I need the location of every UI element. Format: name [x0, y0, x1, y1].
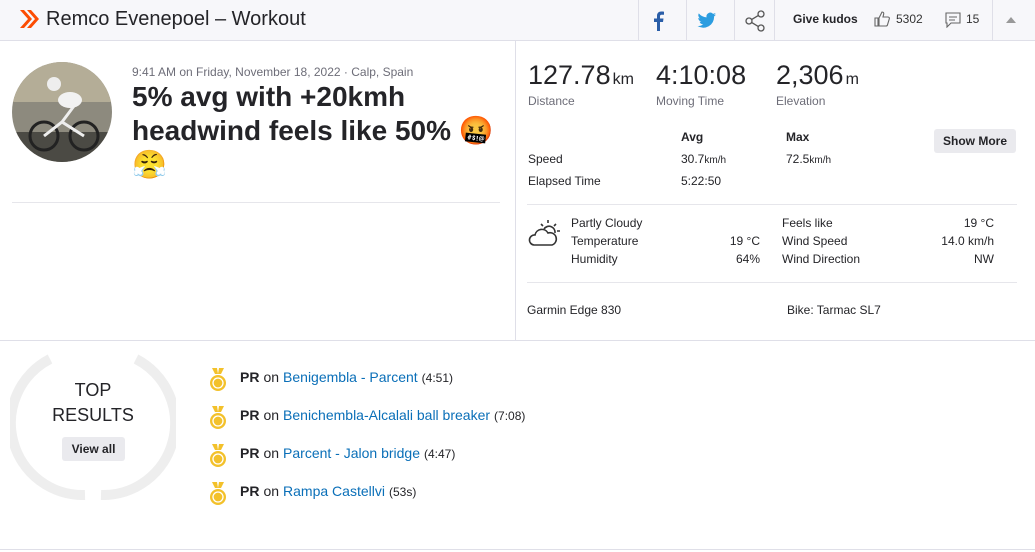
segment-time: (4:47) [424, 447, 456, 461]
column-header: Max [786, 130, 810, 144]
stat-label: Elevation [776, 94, 826, 108]
pr-medal [210, 444, 226, 467]
segment-link[interactable]: Benichembla-Alcalali ball breaker [283, 407, 491, 423]
segment-link[interactable]: Benigembla - Parcent [283, 369, 418, 385]
kudos-icon [874, 11, 890, 27]
device: Garmin Edge 830 [527, 303, 622, 317]
divider [527, 204, 1017, 205]
weather-value: 14.0 km/h [941, 234, 994, 248]
achievement: PR [240, 483, 260, 499]
give-kudos[interactable]: Give kudos [793, 12, 858, 26]
divider [0, 340, 1035, 341]
laurel [10, 354, 176, 501]
unit: m [845, 71, 859, 88]
stat-value: 2,306 m [776, 60, 859, 91]
segment-time: (53s) [388, 485, 417, 499]
weather-icon [528, 220, 560, 246]
view-all-button[interactable]: View all [62, 437, 125, 461]
divider [12, 202, 500, 203]
value: 127.78 [528, 60, 611, 90]
weather-value: NW [974, 252, 994, 266]
connector: on [263, 483, 280, 499]
segment-time: (4:51) [421, 371, 454, 385]
row-label: Elapsed Time [528, 174, 601, 188]
share-button[interactable] [744, 10, 766, 32]
value: 4:10:08 [656, 60, 747, 90]
stat-label: Distance [528, 94, 575, 108]
cell: 72.5km/h [786, 152, 831, 166]
unit: km/h [809, 155, 832, 166]
weather-value: 19 °C [963, 216, 994, 230]
unit: km [612, 71, 634, 88]
achievement: PR [240, 407, 260, 423]
weather-label: Temperature [571, 234, 639, 248]
weather-value: 64% [735, 252, 760, 266]
weather-label: Wind Direction [782, 252, 861, 266]
show-more-button[interactable]: Show More [934, 129, 1016, 153]
weather-value: 19 °C [729, 234, 760, 248]
pr-medal [210, 368, 226, 391]
value: 2,306 [776, 60, 844, 90]
segment-link[interactable]: Parcent - Jalon bridge [283, 445, 420, 461]
weather-label: Feels like [782, 216, 833, 230]
comment-count[interactable]: 15 [966, 12, 980, 26]
stat-value: 4:10:08 [656, 60, 746, 91]
cell: 30.7km/h [681, 152, 726, 166]
page-title: Remco Evenepoel – Workout [46, 8, 306, 30]
result-row: PR on Parcent - Jalon bridge (4:47) [240, 445, 455, 461]
twitter-share[interactable] [697, 12, 717, 29]
weather-label: Humidity [571, 252, 618, 266]
value: 72.5 [786, 152, 810, 166]
divider [0, 549, 1035, 550]
results-heading: TOP RESULTS [52, 380, 134, 425]
connector: on [263, 369, 280, 385]
collapse-arrow[interactable] [1006, 16, 1016, 24]
bike: Bike: Tarmac SL7 [787, 303, 881, 317]
facebook-share[interactable] [652, 11, 664, 31]
segment-time: (7:08) [494, 409, 526, 423]
activity-title: 5% avg with +20kmh headwind feels like 5… [132, 81, 494, 180]
divider [527, 282, 1017, 283]
unit: km/h [704, 155, 727, 166]
result-row: PR on Benigembla - Parcent (4:51) [240, 369, 453, 385]
result-row: PR on Benichembla-Alcalali ball breaker (7:… [240, 407, 525, 423]
connector: on [263, 445, 280, 461]
weather-label: Wind Speed [782, 234, 848, 248]
activity-meta: 9:41 AM on Friday, November 18, 2022 · C… [132, 65, 414, 79]
cell: 5:22:50 [681, 174, 721, 188]
strava-logo [20, 10, 39, 28]
achievement: PR [240, 369, 260, 385]
stat-label: Moving Time [656, 94, 725, 108]
connector: on [263, 407, 280, 423]
row-label: Speed [528, 152, 563, 166]
pr-medal [210, 406, 226, 429]
column-header: Avg [681, 130, 704, 144]
weather-label: Partly Cloudy [571, 216, 643, 230]
achievement: PR [240, 445, 260, 461]
comment-icon [945, 12, 961, 28]
divider [515, 41, 516, 340]
value: 30.7 [681, 152, 705, 166]
result-row: PR on Rampa Castellvi (53s) [240, 483, 416, 499]
segment-link[interactable]: Rampa Castellvi [283, 483, 385, 499]
header: Remco Evenepoel – Workout Give kudos 530… [0, 0, 1035, 41]
pr-medal [210, 482, 226, 505]
value: 5:22:50 [681, 174, 722, 188]
athlete-avatar[interactable] [12, 62, 112, 162]
stat-value: 127.78 km [528, 60, 634, 91]
kudos-count[interactable]: 5302 [896, 12, 923, 26]
